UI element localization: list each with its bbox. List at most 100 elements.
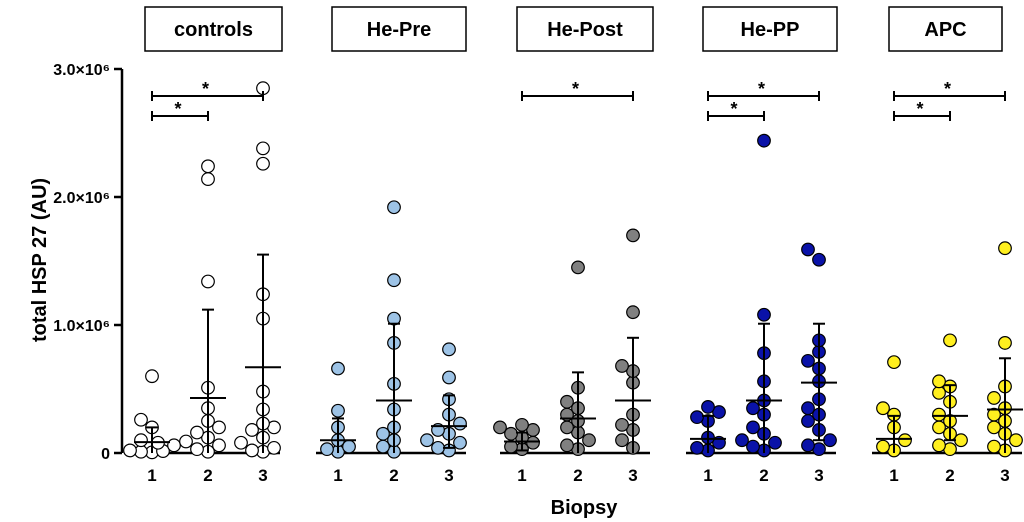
x-tick-label: 3 [258,466,267,485]
data-point [712,405,726,419]
panel-title-box [144,6,283,52]
data-point [134,433,148,448]
x-tick-label: 1 [889,466,898,485]
significance-star: * [916,99,923,119]
data-point [801,438,815,453]
panel-he-pre: He-Pre 1 2 3 [316,6,467,485]
data-point [626,305,640,320]
data-point [801,353,815,368]
data-point [768,435,782,450]
x-tick-label: 1 [517,466,526,485]
y-axis: 0 1.0×10⁶ 2.0×10⁶ 3.0×10⁶ [53,62,124,463]
data-point [134,412,148,427]
significance-bracket: * [151,79,264,101]
panel-title: He-Post [547,19,623,41]
significance-star: * [202,79,209,99]
panel-he-post: He-Post 1 2 3 * [493,6,654,485]
data-point [582,433,596,448]
biopsy-group [560,260,596,457]
data-point [746,420,760,435]
data-point [234,435,248,450]
biopsy-group [234,81,281,459]
data-point [442,370,456,385]
data-point [987,391,1001,405]
data-point [145,369,159,384]
data-point [626,228,640,243]
x-tick-label: 1 [147,466,156,485]
panel-title-box [702,6,838,52]
data-point [245,443,259,458]
data-point [987,439,1001,454]
data-point [212,420,226,435]
data-point [898,433,912,448]
x-axis-title: Biopsy [551,497,619,519]
data-point [823,433,837,448]
data-point [331,403,345,418]
data-point [179,434,193,449]
data-point [801,242,815,257]
data-point [453,416,467,431]
data-point [420,433,434,448]
biopsy-group [179,159,226,459]
x-tick-label: 2 [203,466,212,485]
data-point [746,401,760,416]
x-tick-label: 3 [814,466,823,485]
data-point [190,442,204,457]
data-point [615,359,629,373]
x-tick-label: 3 [444,466,453,485]
data-point [245,423,259,437]
data-point [201,159,215,174]
data-point [746,439,760,454]
data-point [1009,433,1023,448]
biopsy-group [123,369,181,460]
biopsy-group [690,400,726,458]
biopsy-group [876,355,912,458]
panel-title: He-PP [741,19,800,41]
data-point [515,417,529,432]
panel-title-box [516,6,654,52]
data-point [387,200,401,215]
significance-bracket: * [893,79,1006,101]
significance-bracket: * [893,99,951,121]
data-point [387,273,401,288]
data-point [757,307,771,322]
data-point [212,438,226,453]
biopsy-group [320,361,356,459]
y-tick-label: 3.0×10⁶ [53,62,110,79]
data-point [987,407,1001,422]
biopsy-group [801,242,837,457]
x-tick-label: 2 [759,466,768,485]
significance-bracket: * [521,79,634,101]
data-point [453,435,467,450]
data-point [256,156,270,171]
panel-title: He-Pre [367,19,431,41]
panels: controls 1 2 3 * * He-Pre 1 2 3 He-Post 1 2 3 * He-PP 1 2… [123,6,1023,485]
significance-bracket: * [707,79,820,101]
data-point [615,433,629,448]
data-point [560,394,574,409]
data-point [690,410,704,425]
data-point [493,420,507,435]
biopsy-group [735,133,782,458]
data-point [256,141,270,156]
y-tick-label: 2.0×10⁶ [53,190,110,207]
biopsy-group [987,241,1023,458]
data-point [615,417,629,432]
data-point [442,342,456,357]
significance-bracket: * [151,99,209,121]
significance-star: * [944,79,951,99]
data-point [526,423,540,437]
panel-title-box [888,6,1003,52]
data-point [812,252,826,267]
significance-star: * [758,79,765,99]
x-tick-label: 2 [389,466,398,485]
significance-star: * [174,99,181,119]
x-tick-label: 1 [703,466,712,485]
panel-he-pp: He-PP 1 2 3 * * [686,6,838,485]
data-point [201,274,215,289]
y-axis-title: total HSP 27 (AU) [29,178,51,342]
data-point [267,440,281,455]
x-tick-label: 1 [333,466,342,485]
data-point [571,260,585,275]
